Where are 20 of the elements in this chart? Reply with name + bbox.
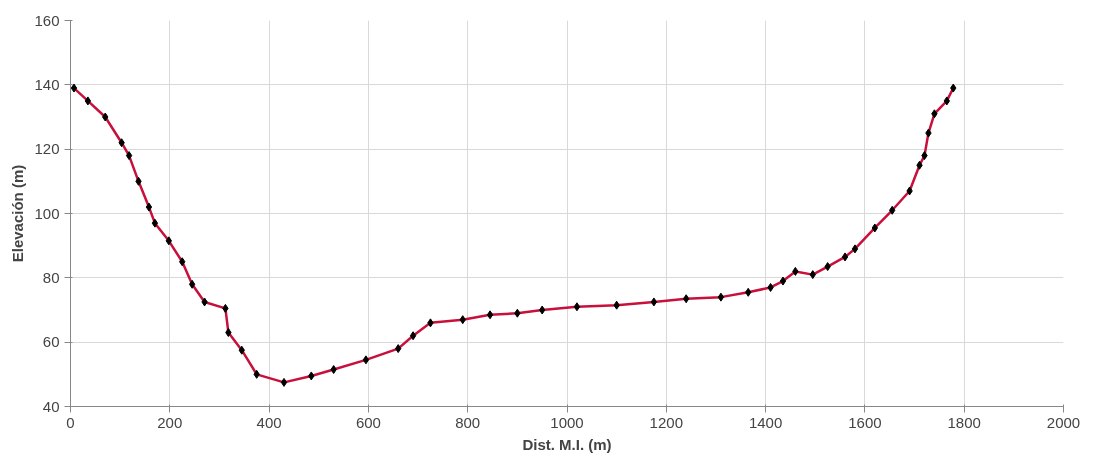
- x-tick-label: 600: [355, 413, 381, 431]
- x-tick-label: 2000: [1046, 413, 1081, 431]
- y-axis-title: Elevación (m): [9, 164, 27, 263]
- y-tick-label: 140: [34, 75, 60, 93]
- x-tick-label: 1800: [947, 413, 981, 431]
- x-tick-label: 0: [66, 413, 75, 431]
- x-tick-label: 200: [157, 413, 183, 431]
- x-tick-label: 1400: [748, 413, 783, 431]
- x-axis-title: Dist. M.I. (m): [522, 435, 612, 453]
- y-tick-label: 120: [34, 140, 60, 158]
- y-tick-label: 100: [34, 204, 60, 222]
- y-tick-label: 160: [34, 11, 60, 29]
- y-tick-label: 60: [42, 333, 60, 351]
- y-tick-label: 80: [42, 268, 60, 286]
- y-tick-label: 40: [42, 397, 60, 415]
- x-tick-label: 1200: [649, 413, 683, 431]
- x-tick-label: 800: [455, 413, 481, 431]
- x-tick-label: 1600: [848, 413, 882, 431]
- x-tick-label: 400: [256, 413, 282, 431]
- x-tick-label: 1000: [550, 413, 584, 431]
